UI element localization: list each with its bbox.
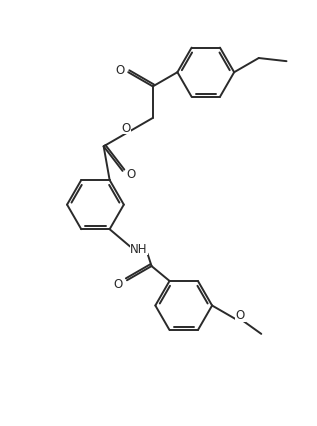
Text: O: O <box>121 121 130 135</box>
Text: O: O <box>236 309 245 322</box>
Text: O: O <box>127 167 136 181</box>
Text: O: O <box>116 63 125 76</box>
Text: O: O <box>113 277 123 290</box>
Text: NH: NH <box>130 242 148 255</box>
